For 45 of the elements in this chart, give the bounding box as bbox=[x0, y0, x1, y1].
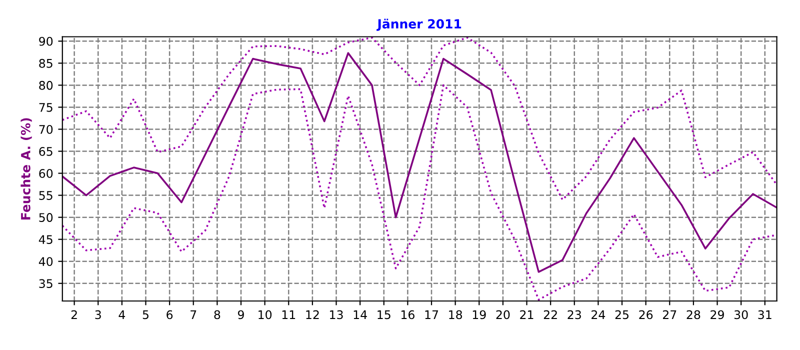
x-tick-label: 31 bbox=[758, 310, 772, 320]
x-tick-label: 16 bbox=[401, 310, 414, 320]
x-tick-label: 21 bbox=[520, 310, 534, 319]
x-tick-label: 19 bbox=[472, 310, 486, 320]
x-tick-label: 8 bbox=[214, 310, 220, 320]
x-tick-label: 17 bbox=[425, 310, 438, 319]
y-tick-label: 45 bbox=[38, 235, 52, 244]
x-tick-label: 13 bbox=[330, 310, 343, 320]
x-tick-label: 14 bbox=[354, 310, 367, 319]
x-tick-label: 30 bbox=[734, 310, 748, 320]
y-tick-label: 40 bbox=[38, 257, 53, 266]
y-axis-title: Feuchte A. (%) bbox=[20, 118, 32, 220]
x-tick-label: 15 bbox=[378, 310, 390, 320]
x-tick-label: 25 bbox=[615, 310, 628, 320]
x-tick-label: 28 bbox=[686, 310, 700, 320]
x-tick-label: 4 bbox=[118, 310, 126, 319]
x-tick-label: 23 bbox=[568, 310, 581, 320]
x-tick-label: 6 bbox=[166, 310, 173, 320]
y-tick-label: 60 bbox=[39, 169, 53, 178]
line-series bbox=[62, 52, 777, 273]
x-tick-label: 22 bbox=[544, 310, 557, 319]
x-tick-label: 11 bbox=[282, 310, 296, 319]
x-tick-label: 29 bbox=[710, 310, 724, 320]
y-tick-label: 85 bbox=[39, 58, 52, 68]
x-tick-label: 24 bbox=[592, 310, 606, 319]
x-tick-label: 26 bbox=[639, 310, 653, 320]
y-tick-label: 75 bbox=[39, 103, 52, 112]
x-tick-label: 5 bbox=[142, 310, 148, 320]
y-tick-label: 55 bbox=[39, 191, 52, 200]
y-tick-label: 70 bbox=[39, 124, 53, 134]
y-tick-label: 65 bbox=[39, 146, 52, 156]
y-tick-label: 90 bbox=[39, 36, 53, 46]
x-tick-label: 3 bbox=[95, 310, 101, 320]
x-tick-label: 20 bbox=[496, 310, 510, 320]
x-tick-label: 18 bbox=[449, 310, 462, 320]
chart-title: Jänner 2011 bbox=[376, 18, 462, 31]
y-tick-label: 80 bbox=[39, 80, 53, 90]
y-tick-label: 35 bbox=[39, 279, 52, 288]
x-tick-label: 2 bbox=[71, 310, 77, 319]
x-tick-label: 7 bbox=[190, 310, 196, 319]
x-tick-label: 27 bbox=[662, 310, 676, 319]
x-tick-label: 12 bbox=[306, 310, 319, 319]
x-tick-label: 10 bbox=[258, 310, 272, 320]
x-tick-label: 9 bbox=[238, 310, 244, 320]
y-tick-label: 50 bbox=[39, 213, 53, 222]
